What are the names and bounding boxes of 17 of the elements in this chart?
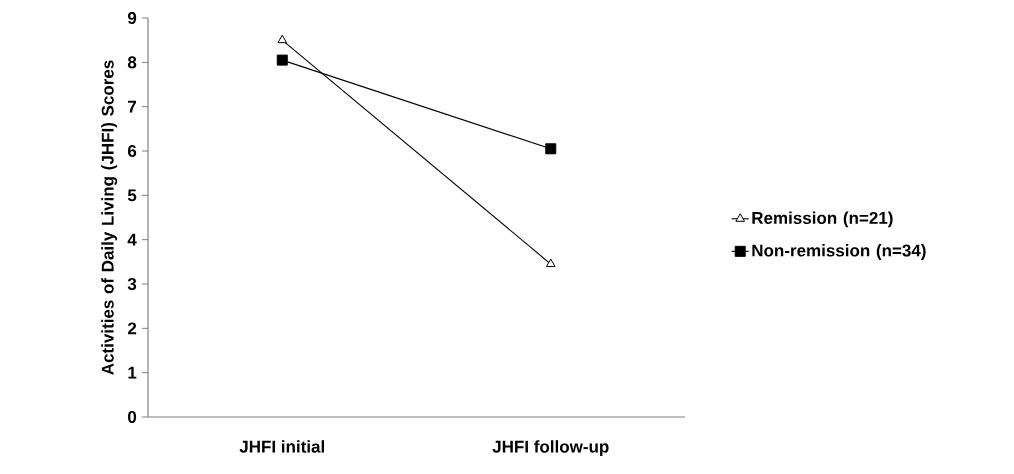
y-tick-label: 5	[127, 189, 137, 202]
x-tick-label: JHFI follow-up	[492, 440, 609, 457]
legend-label: Non-remission (n=34)	[752, 244, 926, 260]
y-axis-title: Activities of Daily Living (JHFI) Scores	[101, 60, 118, 375]
y-tick-label: 1	[128, 366, 137, 379]
y-tick-label: 0	[128, 410, 137, 424]
point	[545, 143, 557, 155]
x-tick-label: JHFI initial	[239, 440, 325, 453]
y-tick-label: 9	[127, 11, 137, 25]
y-tick-label: 8	[127, 56, 137, 69]
y-tick-label: 2	[127, 322, 137, 335]
y-tick-label: 4	[127, 233, 137, 246]
y-tick-label: 7	[128, 100, 137, 113]
legend-label: Remission (n=21)	[752, 211, 893, 228]
y-tick-label: 3	[127, 277, 137, 291]
y-tick-label: 6	[127, 144, 137, 158]
point	[276, 54, 288, 66]
